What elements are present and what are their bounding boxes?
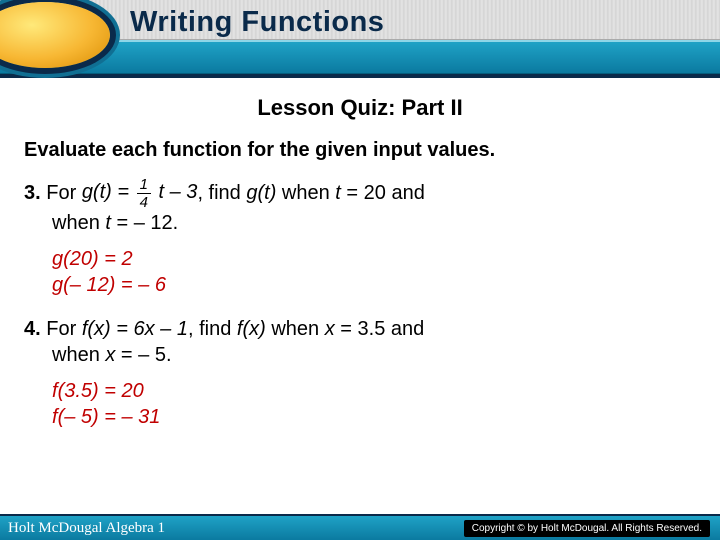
problem-number: 3. — [24, 181, 41, 203]
answer-line: f(– 5) = – 31 — [52, 404, 696, 430]
fn: g — [52, 274, 63, 296]
var-x: x — [105, 344, 115, 366]
text: = – 12. — [111, 212, 178, 234]
problem-text: For — [41, 318, 82, 340]
function-def: f(x) = 6x – 1 — [82, 318, 188, 340]
problem-4-line2: when x = – 5. — [52, 342, 696, 368]
text: = 3.5 and — [335, 318, 425, 340]
lesson-subtitle: Lesson Quiz: Part II — [24, 94, 696, 123]
arg: (20) = 2 — [63, 248, 132, 270]
instruction-text: Evaluate each function for the given inp… — [24, 137, 696, 163]
var-x: x — [325, 318, 335, 340]
text: when — [266, 318, 325, 340]
rhs: t – 3 — [153, 181, 197, 203]
text: when — [52, 344, 105, 366]
copyright-badge: Copyright © by Holt McDougal. All Rights… — [464, 520, 710, 537]
header-cyan-bar — [0, 40, 720, 74]
lhs: g(t) = — [82, 181, 135, 203]
text: when — [52, 212, 105, 234]
problem-number: 4. — [24, 318, 41, 340]
text: , find — [188, 318, 237, 340]
fraction-num: 1 — [137, 177, 151, 194]
gt: g(t) — [246, 181, 276, 203]
textbook-name: Holt McDougal Algebra 1 — [8, 520, 165, 537]
text: , find — [197, 181, 246, 203]
text: = – 5. — [115, 344, 171, 366]
fx: f(x) — [237, 318, 266, 340]
arg: (– 5) = – 31 — [58, 406, 161, 428]
fraction-den: 4 — [137, 194, 151, 210]
fn: g — [52, 248, 63, 270]
chapter-title: Writing Functions — [130, 6, 384, 39]
function-def: g(t) = 14 t – 3 — [82, 181, 198, 203]
answer-line: f(3.5) = 20 — [52, 378, 696, 404]
answer-line: g(– 12) = – 6 — [52, 272, 696, 298]
text: = 20 and — [341, 181, 425, 203]
answer-line: g(20) = 2 — [52, 246, 696, 272]
slide-footer: Holt McDougal Algebra 1 Copyright © by H… — [0, 514, 720, 540]
slide-content: Lesson Quiz: Part II Evaluate each funct… — [0, 88, 720, 514]
header-navy-bar — [0, 74, 720, 78]
problem-4-answers: f(3.5) = 20 f(– 5) = – 31 — [52, 378, 696, 430]
fraction: 14 — [137, 177, 151, 210]
arg: (3.5) = 20 — [58, 380, 144, 402]
problem-4: 4. For f(x) = 6x – 1, find f(x) when x =… — [24, 316, 696, 368]
arg: (– 12) = – 6 — [63, 274, 166, 296]
problem-3-answers: g(20) = 2 g(– 12) = – 6 — [52, 246, 696, 298]
problem-text: For — [41, 181, 82, 203]
slide-header: Writing Functions — [0, 0, 720, 78]
problem-3-line2: when t = – 12. — [52, 210, 696, 236]
problem-3: 3. For g(t) = 14 t – 3, find g(t) when t… — [24, 177, 696, 236]
text: when — [276, 181, 335, 203]
